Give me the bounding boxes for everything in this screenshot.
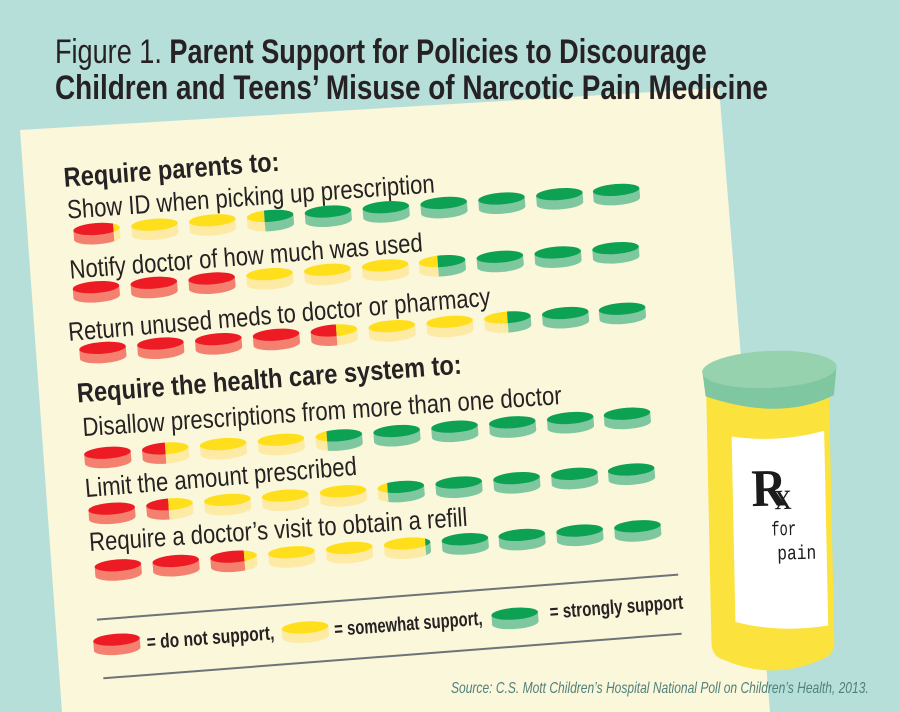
svg-text:x: x xyxy=(774,473,792,518)
svg-text:for: for xyxy=(771,519,796,543)
svg-text:pain: pain xyxy=(777,543,816,567)
svg-text:R: R xyxy=(751,459,788,518)
